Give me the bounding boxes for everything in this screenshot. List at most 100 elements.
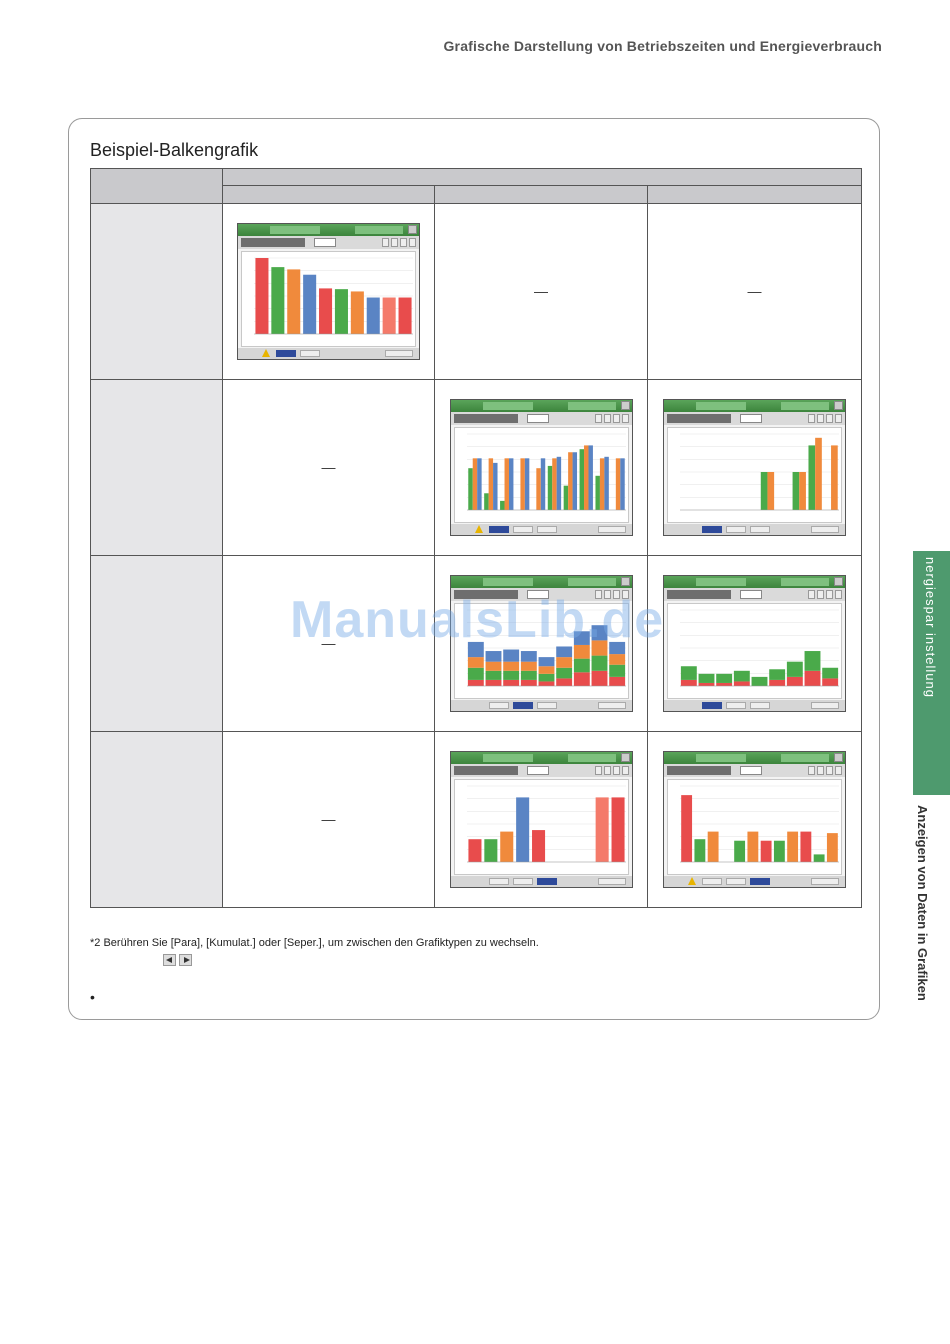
thumb-title-bar	[450, 576, 632, 588]
chart-bar	[787, 831, 799, 862]
chart-bar	[804, 651, 821, 671]
thumb-toolbar	[450, 412, 632, 425]
thumb-title-bar	[238, 224, 419, 236]
chart-bar	[519, 458, 525, 510]
table-cell	[646, 379, 863, 556]
chart-bar	[573, 644, 590, 659]
side-tab-label: nergiespar instellung	[923, 557, 938, 698]
chart-bar	[769, 679, 786, 686]
graph-thumbnail	[449, 575, 633, 712]
thumb-button-bar	[664, 876, 845, 887]
chart-bar	[303, 274, 317, 334]
thumb-plot	[453, 603, 629, 699]
chart-bar	[502, 670, 519, 680]
thumb-toolbar	[450, 588, 632, 601]
thumb-title-bar	[664, 576, 845, 588]
table-cell	[646, 555, 863, 732]
thumb-button-bar	[450, 700, 632, 711]
chart-bar	[555, 678, 572, 686]
chart-bar	[556, 456, 561, 510]
chart-bar	[680, 666, 697, 680]
thumb-title-bar	[450, 752, 632, 764]
chart-bar	[591, 670, 607, 686]
empty-mark: —	[534, 282, 548, 299]
chart-bar	[760, 840, 772, 862]
chart-bar	[573, 672, 590, 686]
chart-bar	[572, 452, 577, 510]
chart-bar	[769, 669, 786, 680]
chart-bar	[508, 458, 513, 510]
table-cell: —	[222, 731, 435, 908]
page-header-title: Grafische Darstellung von Betriebszeiten…	[443, 38, 882, 54]
chart-bar	[822, 678, 839, 686]
thumb-chart-svg	[466, 433, 626, 511]
chart-bar	[382, 297, 396, 334]
graph-thumbnail	[449, 399, 633, 536]
chart-bar	[786, 676, 803, 686]
section-title: Beispiel-Balkengrafik	[90, 140, 259, 160]
thumb-toolbar	[238, 236, 419, 249]
chart-bar	[813, 854, 825, 862]
chart-bar	[619, 458, 625, 510]
table-cell: —	[222, 555, 435, 732]
chart-bar	[520, 661, 537, 671]
thumb-plot	[667, 427, 842, 523]
thumb-plot	[241, 251, 416, 347]
chart-bar	[707, 831, 719, 862]
side-tab: nergiespar instellung	[913, 551, 950, 795]
chart-bar	[538, 666, 554, 674]
chart-bar	[808, 445, 816, 510]
chart-bar	[540, 458, 545, 510]
chart-bar	[538, 673, 554, 682]
chart-bar	[831, 445, 838, 510]
table-cell: —	[434, 203, 648, 380]
chart-bar	[815, 437, 822, 510]
graph-thumbnail	[449, 751, 633, 888]
chart-bar	[483, 839, 497, 862]
thumb-button-bar	[664, 700, 845, 711]
chart-bar	[538, 657, 554, 667]
chart-bar	[587, 445, 593, 510]
empty-mark: —	[321, 458, 336, 475]
chart-bar	[467, 468, 473, 510]
chart-bar	[694, 839, 706, 862]
chart-bar	[547, 465, 552, 510]
chart-bar	[799, 472, 806, 510]
chart-bar	[822, 667, 839, 679]
table-cell	[434, 731, 648, 908]
thumb-chart-svg	[680, 609, 839, 687]
watermark: ManualsLib.de	[290, 591, 665, 649]
table-row: —	[90, 555, 863, 732]
chart-bar	[591, 640, 607, 656]
chart-bar	[485, 670, 501, 680]
thumb-title-bar	[450, 400, 632, 412]
thumb-chart-svg	[680, 785, 839, 863]
row-label-cell	[90, 731, 223, 908]
chart-bar	[583, 445, 588, 510]
graph-thumbnail	[663, 751, 846, 888]
chart-bar	[520, 670, 537, 680]
chart-bar	[608, 641, 625, 655]
empty-mark: —	[321, 810, 336, 827]
chart-bar	[476, 458, 482, 510]
table-cell	[646, 731, 863, 908]
chart-bar	[499, 500, 505, 510]
empty-mark: —	[321, 634, 336, 651]
chart-bar	[467, 667, 484, 680]
chart-bar	[716, 673, 733, 683]
graph-type-table: — — — —	[90, 168, 863, 908]
chart-bar	[734, 840, 746, 862]
chart-bar	[520, 651, 537, 662]
chart-bar	[492, 462, 498, 510]
chart-bar	[485, 661, 501, 671]
chart-bar	[751, 676, 768, 686]
thumb-toolbar	[664, 764, 845, 777]
content-frame	[68, 118, 880, 1020]
chart-bar	[608, 676, 625, 686]
bullet-point: •	[90, 989, 95, 1005]
chart-bar	[760, 472, 768, 510]
thumb-chart-svg	[466, 785, 626, 863]
row-label-cell	[90, 555, 223, 732]
chart-bar	[595, 797, 609, 862]
table-cell	[434, 379, 648, 556]
